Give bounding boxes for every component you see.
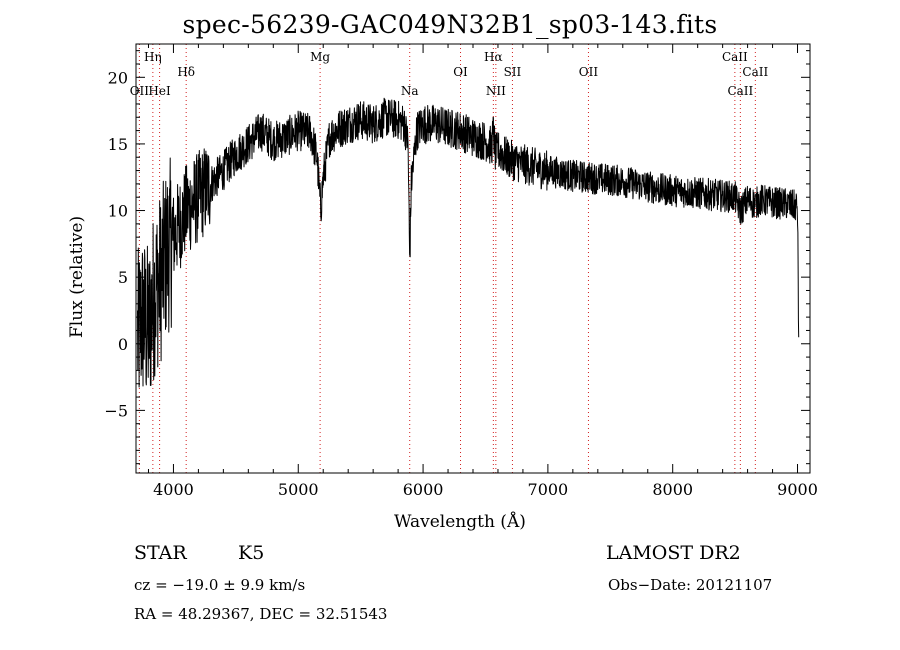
coordinates: RA = 48.29367, DEC = 32.51543 (134, 605, 388, 623)
x-tick-label: 5000 (278, 480, 319, 499)
line-label: CaII (722, 50, 748, 64)
line-label: Hα (484, 50, 503, 64)
line-label: Hη (144, 50, 162, 64)
axes: 4000 5000 6000 7000 8000 9000 −5 0 5 10 15 20 (104, 43, 818, 499)
object-subclass: K5 (238, 542, 265, 564)
line-label: OI (453, 65, 468, 79)
chart-title: spec-56239-GAC049N32B1_sp03-143.fits (182, 10, 718, 39)
y-tick-label: 20 (108, 68, 128, 87)
obs-date: Obs−Date: 20121107 (608, 576, 773, 594)
x-tick-label: 6000 (403, 480, 444, 499)
y-axis-label: Flux (relative) (67, 215, 87, 338)
survey-name: LAMOST DR2 (606, 542, 741, 564)
line-label: Na (401, 84, 419, 98)
line-label: CaII (742, 65, 768, 79)
line-label: CaII (727, 84, 753, 98)
plot-frame (135, 43, 811, 474)
line-label: OII (579, 65, 599, 79)
line-label: Hδ (177, 65, 195, 79)
redshift-readout: cz = −19.0 ± 9.9 km/s (134, 576, 306, 594)
x-tick-label: 8000 (652, 480, 693, 499)
spectrum-layer (137, 97, 800, 388)
line-label: NII (486, 84, 506, 98)
line-label: HeI (148, 84, 171, 98)
y-tick-label: 0 (118, 335, 128, 354)
x-tick-label: 7000 (528, 480, 569, 499)
line-label: Mg (310, 50, 330, 64)
x-axis-label: Wavelength (Å) (394, 512, 526, 532)
y-tick-label: 10 (108, 202, 128, 221)
y-tick-label: −5 (104, 401, 128, 420)
x-tick-label: 9000 (777, 480, 818, 499)
spectrum-line (137, 97, 800, 388)
y-tick-label: 15 (108, 135, 128, 154)
line-label: SII (504, 65, 522, 79)
x-tick-label: 4000 (153, 480, 194, 499)
line-markers (138, 44, 756, 473)
object-class: STAR (134, 542, 187, 564)
y-tick-label: 5 (118, 268, 128, 287)
line-label: OII (130, 84, 150, 98)
